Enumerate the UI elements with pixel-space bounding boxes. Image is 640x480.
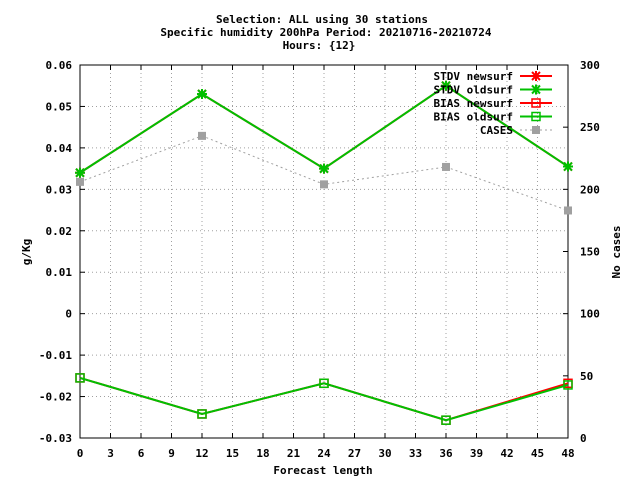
square-marker [197,409,207,419]
filled-square-marker [76,177,84,186]
y2-tick-label: 150 [580,246,600,259]
series-cases [76,131,572,215]
x-tick-label: 0 [77,447,84,460]
ticks: 0 3 6 9 12 15 18 21 24 27 30 33 36 39 42 45 48-0.03-0.02… [39,59,600,460]
y-axis-label: g/Kg [20,239,33,266]
filled-square-marker [564,206,572,215]
y-tick-label: -0.01 [39,349,72,362]
x-tick-label: 45 [531,447,544,460]
chart-title: Selection: ALL using 30 stations Specifi… [160,13,492,52]
y2-tick-label: 50 [580,370,593,383]
x-tick-label: 30 [378,447,391,460]
square-marker [441,415,451,425]
filled-square-marker [198,131,206,140]
x-tick-label: 36 [439,447,453,460]
series-stdv-oldsurf [75,80,573,178]
y2-tick-label: 200 [580,183,600,196]
x-tick-label: 42 [500,447,513,460]
series-bias-oldsurf [75,373,573,425]
square-marker [563,380,573,390]
x-tick-label: 24 [317,447,331,460]
legend-label: STDV newsurf [434,70,513,83]
x-tick-label: 12 [195,447,208,460]
square-marker [531,111,541,122]
x-tick-label: 9 [168,447,175,460]
y-tick-label: 0.02 [46,225,73,238]
y2-tick-label: 300 [580,59,600,72]
y-tick-label: -0.02 [39,391,72,404]
legend-label: BIAS newsurf [434,97,513,110]
legend-label: CASES [480,124,513,137]
x-tick-label: 15 [226,447,239,460]
star-marker [319,163,329,174]
x-tick-label: 39 [470,447,483,460]
star-marker [441,80,451,91]
title-line-2: Specific humidity 200hPa Period: 2021071… [160,26,492,39]
legend-label: STDV oldsurf [434,84,513,97]
series-line [79,376,569,422]
filled-square-marker [320,180,328,189]
star-marker [531,71,541,81]
y2-tick-label: 250 [580,121,600,134]
x-tick-label: 6 [138,447,145,460]
y-tick-label: 0.05 [46,100,73,113]
y-tick-label: -0.03 [39,432,72,445]
filled-square-marker [442,162,450,171]
grid [80,65,568,438]
x-tick-label: 33 [409,447,422,460]
x-tick-label: 21 [287,447,301,460]
y-tick-label: 0 [65,308,72,321]
y2-tick-label: 100 [580,308,600,321]
square-marker [319,378,329,389]
x-tick-label: 18 [256,447,269,460]
legend-label: BIAS oldsurf [434,111,513,124]
square-marker [531,98,541,108]
x-axis-label: Forecast length [273,464,372,477]
star-marker [531,84,541,95]
y-tick-label: 0.01 [46,266,73,279]
x-tick-label: 3 [107,447,114,460]
y-tick-label: 0.06 [46,59,73,72]
y2-tick-label: 0 [580,432,587,445]
star-marker [197,89,207,100]
square-marker [75,373,85,383]
x-tick-label: 48 [561,447,574,460]
title-line-1: Selection: ALL using 30 stations [216,13,428,26]
filled-square-marker [532,126,540,134]
star-marker [563,161,573,172]
x-tick-label: 27 [348,447,361,460]
y-tick-label: 0.03 [46,183,73,196]
y2-axis-label: No cases [610,226,623,279]
star-marker [75,167,85,178]
y-tick-label: 0.04 [46,142,73,155]
series [75,80,573,425]
title-line-3: Hours: {12} [283,39,356,52]
